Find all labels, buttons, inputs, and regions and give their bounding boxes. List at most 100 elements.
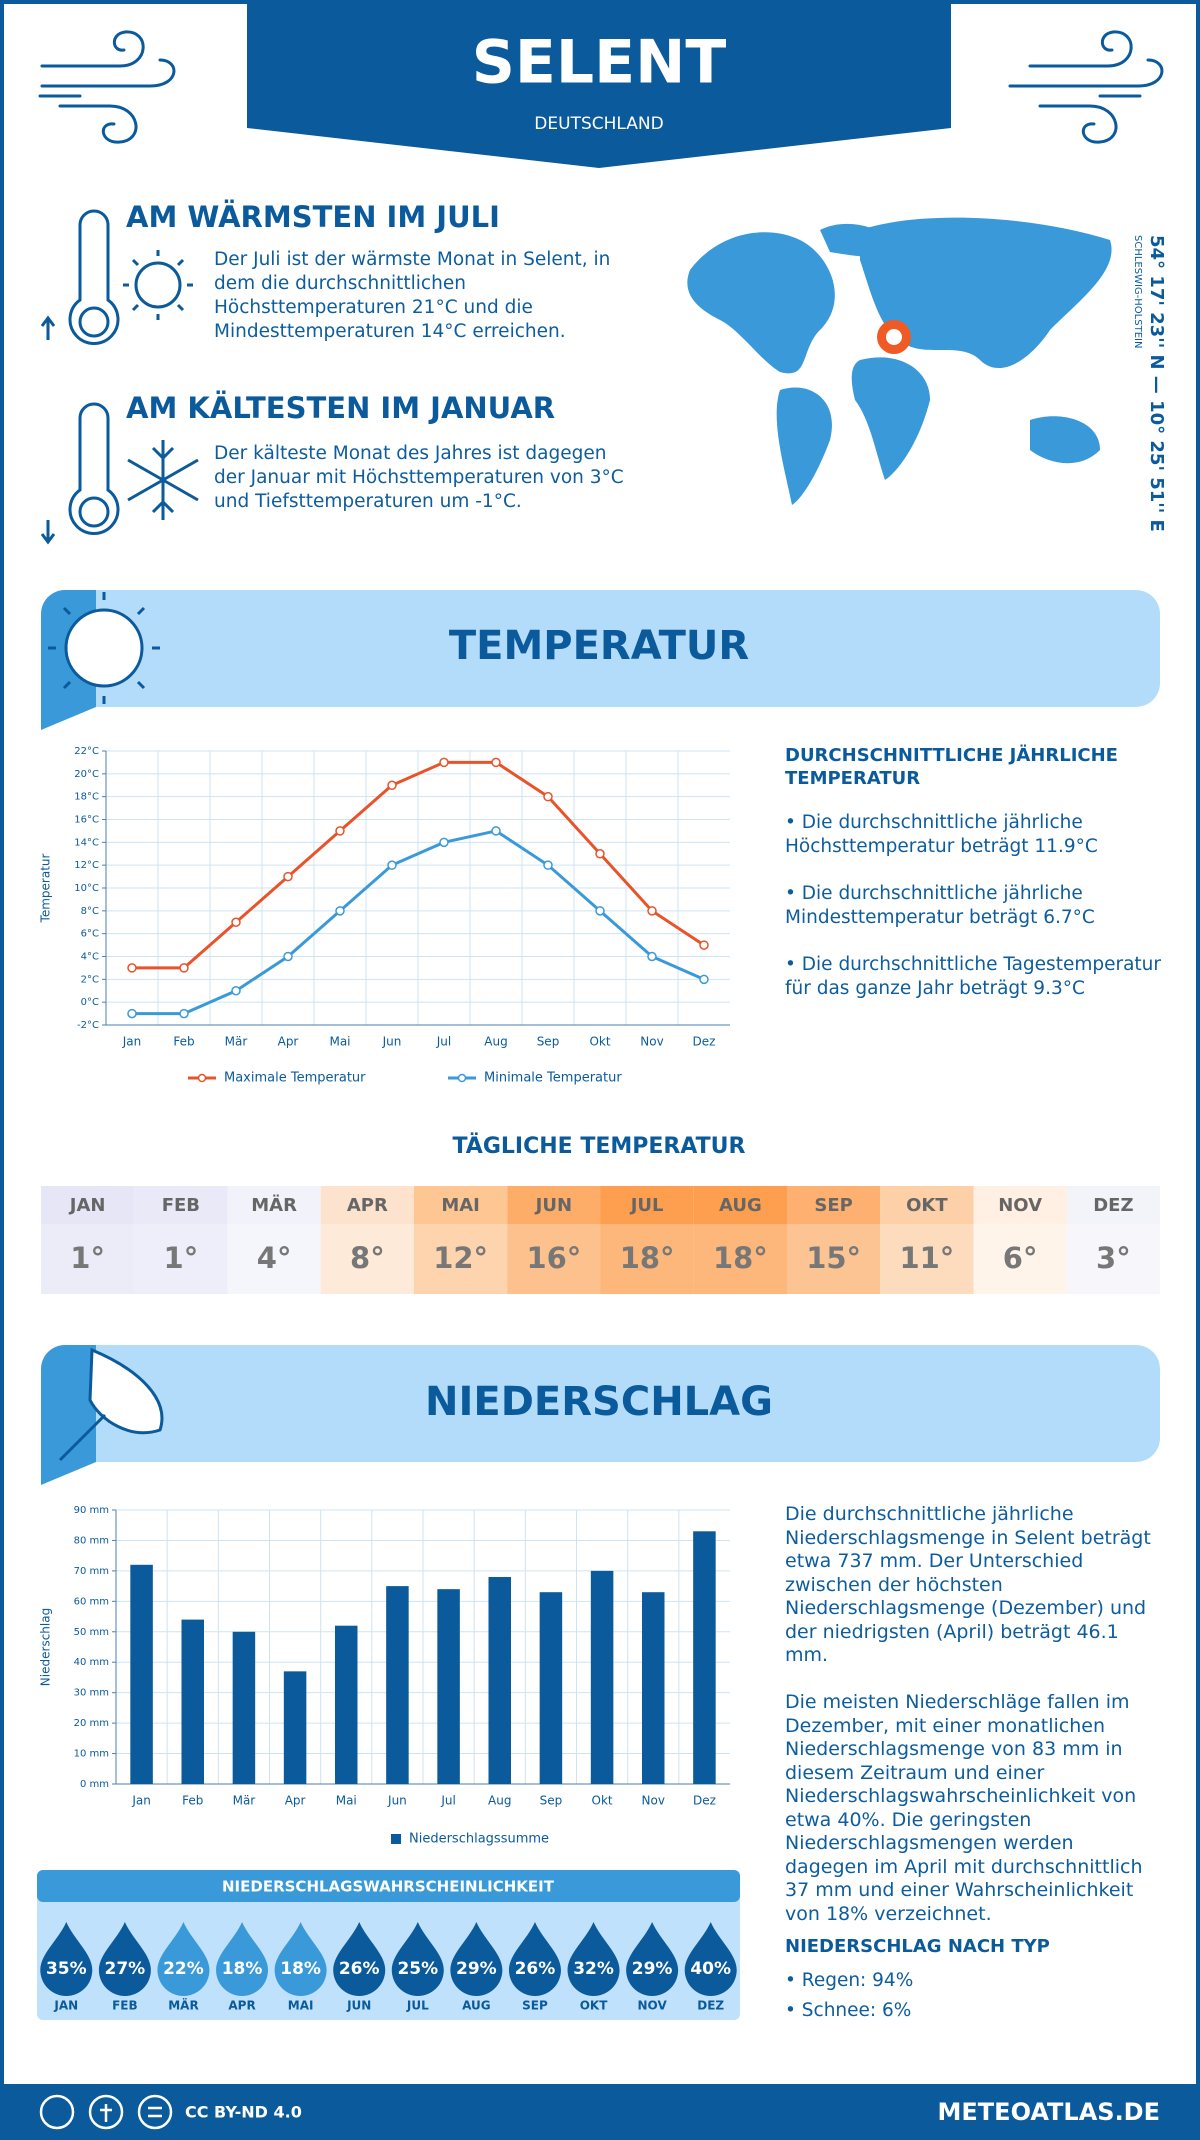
month-cell [880,1186,974,1224]
banner-corner [41,1345,96,1485]
umbrella-handle [58,1413,107,1462]
rain-drop [333,1922,386,1997]
legend-marker [197,1073,207,1083]
bar [693,1531,716,1784]
value-cell [320,1224,414,1294]
probability-value: 18% [222,1959,263,1979]
y-tick-label: 12°C [74,860,99,871]
point [595,849,605,859]
bar [181,1619,205,1784]
rain-drop [274,1922,327,1997]
month-cell [1066,1186,1160,1224]
temperature-value: 16° [526,1241,581,1275]
temperature-value: 1° [164,1241,199,1275]
probability-month: FEB [112,1999,138,2013]
point [439,757,449,768]
y-tick-label: 14°C [74,837,99,848]
rain-drop [567,1922,620,1997]
probability-month: MAI [288,1999,314,2013]
rain-drop [450,1922,503,1997]
x-tick-label: Aug [484,1035,507,1049]
banner-background [41,1345,1160,1462]
license: CC BY-ND 4.0 [185,2103,302,2122]
month-cell [507,1186,601,1224]
probability-header [37,1870,740,1902]
bar [386,1586,409,1784]
value-cell-tint [880,1224,974,1294]
y-tick-label: 80 mm [74,1535,109,1546]
x-tick-label: Apr [285,1794,306,1808]
value-cell-tint [600,1224,694,1294]
y-tick-label: 16°C [74,815,99,826]
y-tick-label: 22°C [74,746,99,757]
x-tick-label: Jul [436,1035,451,1049]
probability-value: 40% [690,1959,731,1979]
bar [437,1589,460,1784]
value-cell-tint [693,1224,787,1294]
x-tick-label: Nov [642,1794,665,1808]
probability-month: JAN [53,1999,78,2013]
value-cell [227,1224,321,1294]
x-tick-label: Mär [225,1035,248,1049]
temperature-value: 1° [70,1241,105,1275]
wind-icon [1008,30,1164,144]
x-tick-label: Aug [488,1794,511,1808]
point [491,757,501,768]
coordinates: 54° 17' 23'' N — 10° 25' 51'' E [1146,235,1167,532]
sun-rays [48,592,160,704]
probability-month: NOV [638,1999,668,2013]
month-label: AUG [719,1195,762,1216]
y-tick-label: -2°C [77,1020,99,1031]
wind-icon [38,30,176,144]
rain-drop [98,1922,151,1997]
probability-value: 35% [46,1959,87,1979]
point [231,986,241,996]
month-label: JUN [534,1195,572,1216]
x-tick-label: Sep [537,1035,560,1049]
value-cell [880,1224,974,1294]
bar [334,1625,358,1784]
temperature-value: 4° [257,1241,292,1275]
value-cell [973,1224,1067,1294]
temperature-value: 3° [1096,1241,1131,1275]
x-tick-label: Mai [329,1035,350,1049]
rain-drop [40,1922,93,1996]
point [179,963,189,973]
y-tick-label: 10°C [74,883,99,894]
month-label: JAN [68,1195,106,1216]
warmest-text: Der Juli ist der wärmste Monat in Selent… [214,249,611,342]
x-tick-label: Dez [693,1035,716,1049]
y-axis-label: Niederschlag [39,1608,53,1686]
month-label: FEB [162,1195,200,1216]
location-marker-center [886,329,902,345]
point [335,906,345,916]
y-tick-label: 20°C [74,769,99,780]
probability-panel [37,1870,740,2020]
month-cell [414,1186,508,1224]
point [179,1008,189,1019]
month-cell [320,1186,414,1224]
y-tick-label: 0°C [81,997,99,1008]
sun-icon [64,608,144,688]
probability-value: 29% [456,1959,497,1979]
point [127,963,137,973]
point [595,906,605,916]
temperature-value: 18° [713,1241,768,1275]
y-tick-label: 70 mm [74,1566,109,1577]
y-tick-label: 30 mm [74,1688,109,1699]
bar [488,1576,512,1784]
legend-marker [457,1073,467,1083]
bar [283,1671,307,1784]
month-cell [600,1186,694,1224]
y-tick-label: 18°C [74,792,99,803]
rain-drop [391,1922,444,1997]
y-tick-label: 50 mm [74,1627,109,1638]
month-label: NOV [998,1195,1042,1216]
x-tick-label: Okt [592,1794,613,1808]
point [491,826,501,836]
month-label: DEZ [1093,1195,1133,1216]
paragraph: Die durchschnittliche jährliche Niedersc… [785,1503,1151,1666]
point [647,906,657,916]
